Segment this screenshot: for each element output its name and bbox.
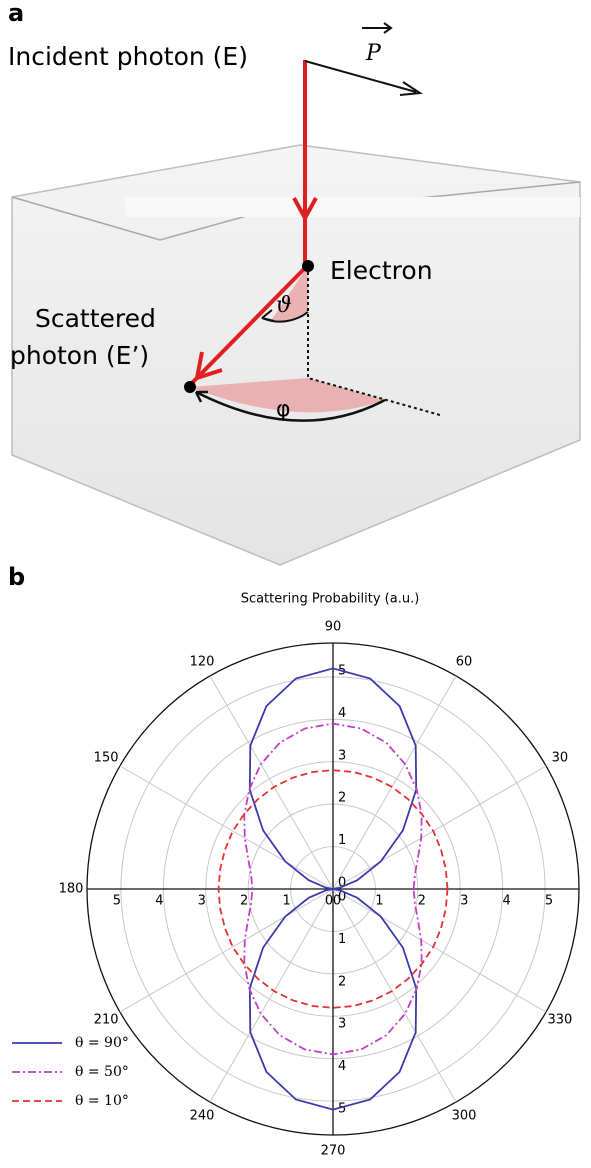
- panel-a: a Incident photon (E) P Electron Scatter…: [8, 0, 581, 566]
- r-tick-label: 4: [338, 1059, 346, 1074]
- grid-line: [332, 888, 547, 1013]
- scattered-point: [184, 381, 196, 393]
- projection: [307, 266, 441, 416]
- arrowhead: [399, 81, 423, 96]
- angle-label: 300: [452, 1108, 477, 1123]
- polar-wedge: [270, 266, 308, 323]
- scattered-label: Scattered: [35, 304, 156, 333]
- r-tick-label: 5: [545, 894, 553, 909]
- r-tick-label: 5: [113, 894, 121, 909]
- angle-label: 30: [552, 751, 569, 766]
- r-tick-label: 1: [338, 833, 346, 848]
- r-tick-label: 2: [338, 974, 346, 989]
- r-tick-label: 0: [338, 876, 346, 891]
- r-tick-label: 2: [338, 791, 346, 806]
- r-tick-label: 1: [375, 894, 383, 909]
- angle-label: 150: [94, 751, 119, 766]
- legend-label: θ = 50°: [75, 1064, 129, 1080]
- r-tick-label: 2: [240, 894, 248, 909]
- legend-label: θ = 10°: [75, 1093, 129, 1109]
- chart-title: Scattering Probability (a.u.): [241, 592, 420, 607]
- panel-b: b Scattering Probability (a.u.) 03060901…: [8, 563, 591, 1159]
- r-tick-label: 3: [338, 748, 346, 763]
- slab-face: [125, 197, 580, 217]
- r-tick-label: 1: [338, 932, 346, 947]
- arrowhead: [261, 309, 275, 322]
- r-tick-label: 4: [338, 706, 346, 721]
- series-line: [248, 667, 418, 1111]
- grid-line: [209, 888, 334, 1103]
- vector-arrow: [362, 22, 393, 34]
- r-tick-label: 3: [338, 1017, 346, 1032]
- r-tick-label: 4: [503, 894, 511, 909]
- r-tick-label: 0: [333, 894, 341, 909]
- angle-label: 210: [94, 1013, 119, 1028]
- legend-label: θ = 90°: [75, 1035, 129, 1051]
- arrowhead: [194, 390, 208, 403]
- r-tick-label: 2: [418, 894, 426, 909]
- grid-line: [332, 675, 457, 890]
- r-tick-label: 1: [282, 894, 290, 909]
- arrowhead: [292, 197, 318, 223]
- r-tick-label: 0: [325, 894, 333, 909]
- angle-label: 330: [547, 1013, 572, 1028]
- r-tick-label: 4: [155, 894, 163, 909]
- angle-label: 120: [190, 655, 215, 670]
- angle-label: 270: [321, 1144, 346, 1159]
- grid-line: [332, 765, 547, 890]
- arrowhead: [194, 351, 223, 381]
- scattered-ray: [188, 265, 308, 387]
- grid-line: [119, 888, 334, 1013]
- scattered-label: photon (E’): [10, 341, 149, 370]
- r-tick-label: 5: [338, 1102, 346, 1117]
- series-line: [243, 722, 423, 1056]
- r-tick-label: 3: [198, 894, 206, 909]
- series-line: [217, 769, 449, 1009]
- grid-line: [209, 675, 334, 890]
- r-tick-label: 0: [338, 890, 346, 905]
- electron: [302, 260, 314, 272]
- polarization-label: P: [365, 41, 382, 66]
- polarization-vector: [304, 60, 417, 93]
- grid-line: [332, 888, 457, 1103]
- azimuth-label: φ: [276, 397, 291, 422]
- polar-angle-label: ϑ: [276, 293, 292, 318]
- electron-label: Electron: [330, 256, 433, 285]
- panel-label: a: [8, 0, 24, 27]
- panel-label: b: [8, 563, 25, 591]
- azimuth-arc: [195, 390, 386, 422]
- grid-line: [119, 765, 334, 890]
- angle-label: 90: [325, 620, 342, 635]
- incident-label: Incident photon (E): [8, 42, 248, 71]
- slab: [11, 144, 581, 566]
- angle-label: 180: [59, 882, 84, 897]
- angle-label: 60: [456, 655, 473, 670]
- azimuth-wedge: [190, 378, 385, 413]
- r-tick-label: 3: [460, 894, 468, 909]
- angle-label: 240: [190, 1108, 215, 1123]
